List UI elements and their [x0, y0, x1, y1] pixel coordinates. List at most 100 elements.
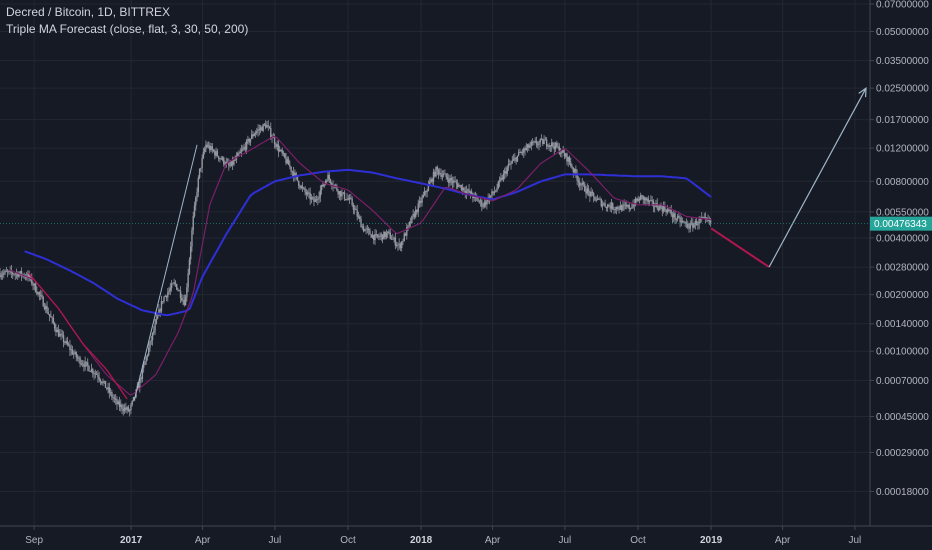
y-tick-label: 0.00550000 [876, 207, 929, 218]
candle-body [111, 391, 113, 398]
candle-body [338, 191, 341, 195]
candle-body [76, 357, 79, 359]
candle-body [162, 301, 164, 302]
candle-body [570, 162, 572, 167]
x-tick-label: 2017 [120, 535, 143, 546]
candle-body [176, 284, 178, 290]
candle-body [659, 205, 661, 211]
candle-body [451, 180, 454, 183]
candle-body [374, 233, 376, 241]
candle-body [412, 213, 414, 216]
candle-body [665, 209, 667, 213]
candle-body [137, 385, 140, 389]
candle-body [596, 198, 599, 201]
candle-body [210, 146, 212, 151]
candle-body [662, 206, 665, 212]
candle-body [626, 205, 628, 207]
candle-body [406, 227, 408, 236]
candle-body [449, 177, 451, 183]
candle-body [14, 273, 16, 275]
candle-body [568, 157, 571, 163]
candle-body [503, 170, 506, 174]
candle-body [428, 182, 431, 185]
candle-body [703, 217, 705, 218]
indicator-title[interactable]: Triple MA Forecast (close, flat, 3, 30, … [6, 22, 249, 36]
candle-body [245, 140, 248, 150]
candle-body [650, 199, 652, 201]
candle-body [535, 141, 538, 145]
candle-body [642, 195, 644, 200]
candle-body [493, 191, 496, 193]
candle-body [192, 216, 194, 231]
candle-body [492, 191, 494, 193]
candle-body [656, 203, 658, 209]
candle-body [46, 306, 48, 313]
candle-body [189, 246, 192, 260]
candle-body [460, 184, 463, 191]
candle-body [118, 401, 121, 407]
candle-body [60, 333, 62, 335]
candle-body [681, 220, 684, 222]
candle-body [280, 149, 282, 151]
candle-body [551, 142, 553, 147]
candle-body [149, 341, 151, 348]
candle-body [156, 315, 159, 319]
candle-body [173, 282, 175, 284]
symbol-title[interactable]: Decred / Bitcoin, 1D, BITTREX [6, 5, 171, 19]
candle-body [319, 190, 322, 197]
ma-fast-line [9, 135, 712, 396]
candle-body [360, 219, 362, 228]
candle-body [562, 149, 564, 153]
candle-body [669, 210, 671, 211]
candle-body [41, 294, 43, 298]
candle-body [254, 132, 257, 135]
candle-body [6, 271, 9, 273]
candle-body [87, 362, 89, 366]
candle-body [511, 160, 514, 163]
candle-body [458, 185, 460, 188]
candle-body [107, 387, 109, 390]
candle-body [359, 216, 361, 220]
candle-body [544, 139, 547, 141]
candle-body [706, 217, 708, 220]
candle-body [373, 234, 375, 241]
candle-body [557, 146, 559, 148]
candle-body [261, 127, 263, 131]
candle-body [395, 245, 398, 246]
candle-body [548, 145, 550, 147]
candle-body [151, 332, 154, 341]
candle-body [571, 166, 573, 169]
candle-body [78, 357, 80, 359]
candle-body [418, 201, 421, 204]
candle-body [531, 142, 534, 143]
candle-body [600, 199, 602, 207]
candle-body [617, 206, 619, 210]
candle-body [90, 368, 93, 372]
candle-body [331, 183, 333, 186]
candle-body [103, 381, 105, 382]
candle-body [657, 208, 660, 211]
candle-body [117, 401, 119, 405]
candle-body [159, 309, 161, 312]
candle-body [144, 361, 146, 365]
candle-body [285, 157, 287, 164]
candle-body [515, 157, 517, 162]
candle-body [322, 184, 324, 187]
candle-body [270, 127, 272, 138]
candle-body [170, 284, 173, 289]
candle-body [65, 340, 67, 343]
candle-body [55, 328, 57, 333]
candle-body [375, 233, 377, 235]
candle-body [4, 270, 6, 273]
candle-body [615, 206, 618, 210]
candle-body [8, 270, 10, 272]
candle-body [465, 190, 468, 194]
candle-body [651, 199, 653, 201]
candle-body [563, 152, 566, 157]
candle-body [459, 184, 461, 186]
candle-body [70, 349, 72, 351]
candle-body [421, 197, 423, 203]
candle-body [448, 179, 450, 183]
candle-body [343, 192, 346, 200]
